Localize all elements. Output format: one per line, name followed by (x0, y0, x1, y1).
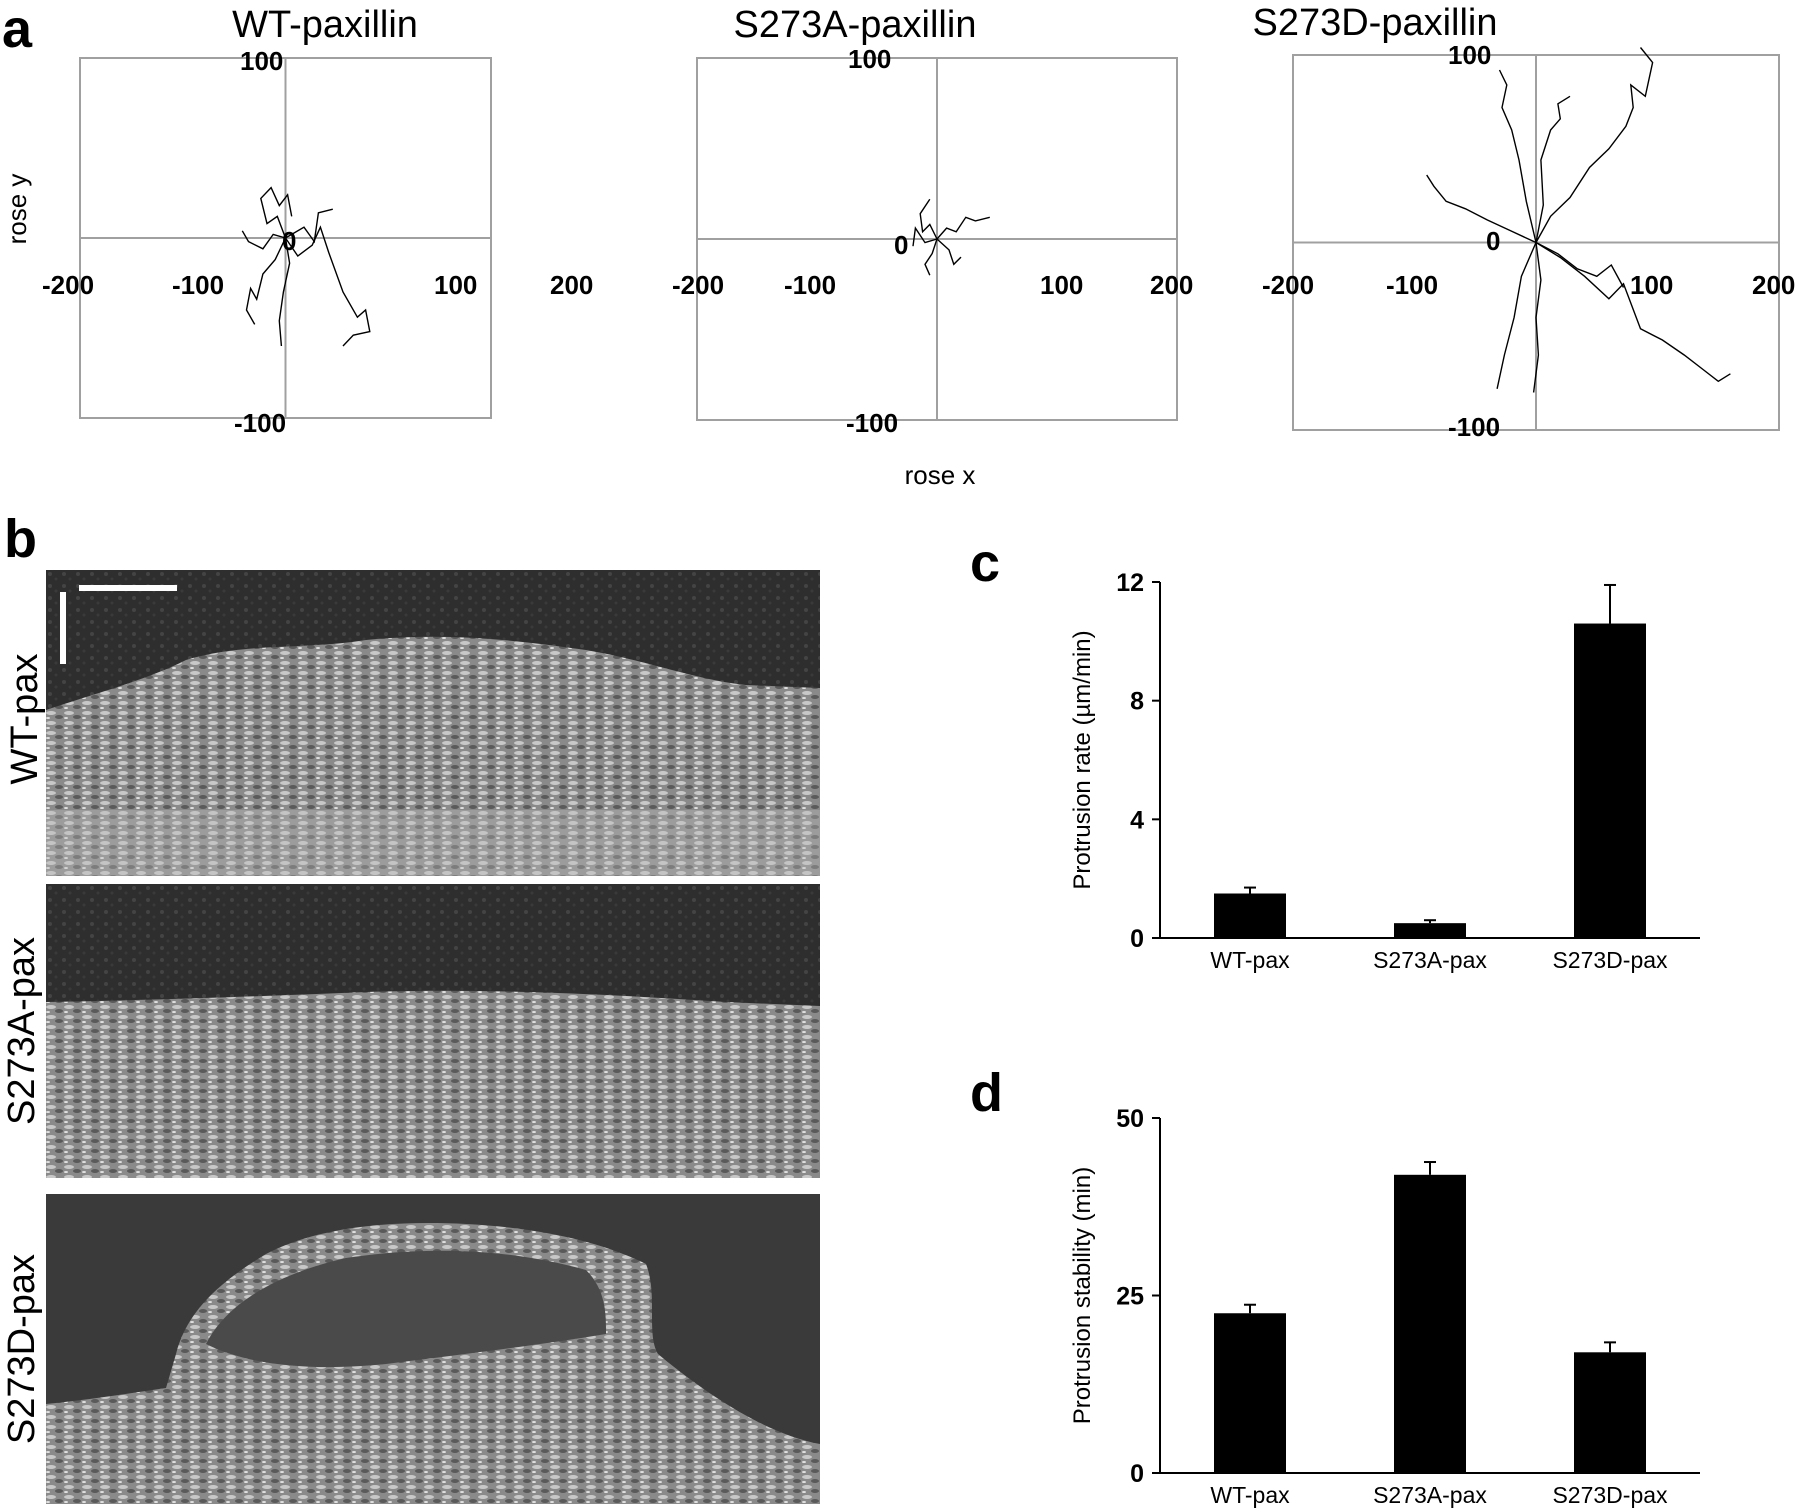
rose-title-wt: WT-paxillin (232, 4, 418, 46)
kymograph-label-s273d: S273D-pax (1, 1253, 43, 1445)
rose-track (1496, 242, 1537, 389)
bar-ytick-label: 4 (1130, 806, 1144, 834)
bar (1574, 1352, 1646, 1473)
rose-wt-ytick-neg100: -100 (234, 408, 287, 438)
bar-ytick-label: 50 (1116, 1105, 1144, 1133)
rose-track (1498, 69, 1537, 243)
bar-y-label: Protrusion rate (µm/min) (1069, 630, 1096, 889)
rose-s273a-xtick-100: 100 (1040, 270, 1084, 300)
bar-ytick-label: 25 (1116, 1283, 1144, 1311)
rose-s273d-xtick-neg200: -200 (1262, 270, 1315, 300)
bar-category-label: S273D-pax (1552, 1482, 1668, 1508)
bar (1214, 1313, 1286, 1473)
bar (1574, 623, 1646, 938)
bar (1394, 923, 1466, 938)
rose-track (936, 216, 990, 240)
bar-category-label: WT-pax (1210, 947, 1290, 973)
rose-track (1535, 47, 1654, 243)
rose-track (912, 226, 938, 247)
rose-y-label: rose y (2, 173, 32, 245)
kymograph-label-wt: WT-pax (4, 653, 46, 785)
panel-a-letter: a (2, 0, 33, 59)
rose-track (1532, 242, 1542, 393)
rose-wt-xtick-neg200: -200 (42, 270, 95, 300)
rose-wt-ytick-100: 100 (240, 46, 284, 76)
rose-s273d-ytick-0: 0 (1486, 226, 1501, 256)
rose-s273d-ytick-neg100: -100 (1448, 412, 1501, 442)
rose-s273a-ytick-100: 100 (848, 44, 892, 74)
rose-track (241, 230, 286, 250)
bar-ytick-label: 0 (1130, 1460, 1144, 1488)
kymograph-wt (46, 570, 820, 876)
rose-x-label: rose x (904, 460, 976, 490)
scale-bar-horizontal (79, 585, 177, 591)
rose-s273d-ytick-100: 100 (1448, 40, 1492, 70)
panel-c-letter: c (970, 533, 1001, 593)
bar-ytick-label: 8 (1130, 688, 1144, 716)
bar (1394, 1174, 1466, 1473)
rose-plot-s273d (1292, 47, 1780, 431)
bar-category-label: S273D-pax (1552, 947, 1668, 973)
panel-b-letter: b (4, 509, 37, 569)
rose-track (1535, 241, 1625, 288)
bar-category-label: S273A-pax (1373, 1482, 1487, 1508)
rose-s273a-ytick-0: 0 (894, 230, 909, 260)
rose-track (1426, 174, 1537, 244)
rose-title-s273d: S273D-paxillin (1252, 2, 1498, 44)
bar-category-label: WT-pax (1210, 1482, 1290, 1508)
rose-title-s273a: S273A-paxillin (733, 4, 977, 46)
rose-plot-s273a (696, 57, 1178, 421)
rose-track (284, 225, 371, 347)
rose-s273a-xtick-neg200: -200 (672, 270, 725, 300)
rose-track (936, 238, 962, 266)
rose-wt-xtick-neg100: -100 (172, 270, 225, 300)
scale-bar-vertical (60, 592, 66, 664)
rose-track (245, 237, 287, 325)
rose-track (285, 208, 333, 244)
rose-track (919, 198, 938, 240)
rose-wt-ytick-0: 0 (282, 226, 297, 256)
kymograph-label-s273a: S273A-pax (1, 937, 43, 1126)
protrusion-stability-chart: 0 25 50 WT-pax S273A-pax S273D-pax Protrusion … (1069, 1105, 1700, 1508)
rose-track (278, 237, 291, 347)
kymograph-s273a (46, 884, 820, 1178)
protrusion-rate-chart: 0 4 8 12 WT-pax S273A-pax S273D-pax Protrusion … (1069, 569, 1700, 973)
rose-track (260, 186, 293, 239)
rose-s273a-xtick-neg100: -100 (784, 270, 837, 300)
rose-track (1535, 241, 1731, 383)
rose-s273a-xtick-200: 200 (1150, 270, 1194, 300)
rose-wt-xtick-200: 200 (550, 270, 594, 300)
rose-wt-xtick-100: 100 (434, 270, 478, 300)
bar-y-label: Protrusion stability (min) (1069, 1167, 1096, 1424)
bar-category-label: S273A-pax (1373, 947, 1487, 973)
bar-ytick-label: 0 (1130, 925, 1144, 953)
bar-ytick-label: 12 (1116, 569, 1144, 597)
rose-s273a-ytick-neg100: -100 (846, 408, 899, 438)
rose-s273d-xtick-neg100: -100 (1386, 270, 1439, 300)
kymograph-s273d (46, 1194, 820, 1504)
rose-track (1535, 95, 1571, 243)
rose-s273d-xtick-200: 200 (1752, 270, 1796, 300)
rose-s273d-xtick-100: 100 (1630, 270, 1674, 300)
rose-plot-wt (79, 57, 492, 419)
rose-track (924, 238, 938, 276)
panel-d-letter: d (970, 1063, 1003, 1123)
bar (1214, 893, 1286, 938)
